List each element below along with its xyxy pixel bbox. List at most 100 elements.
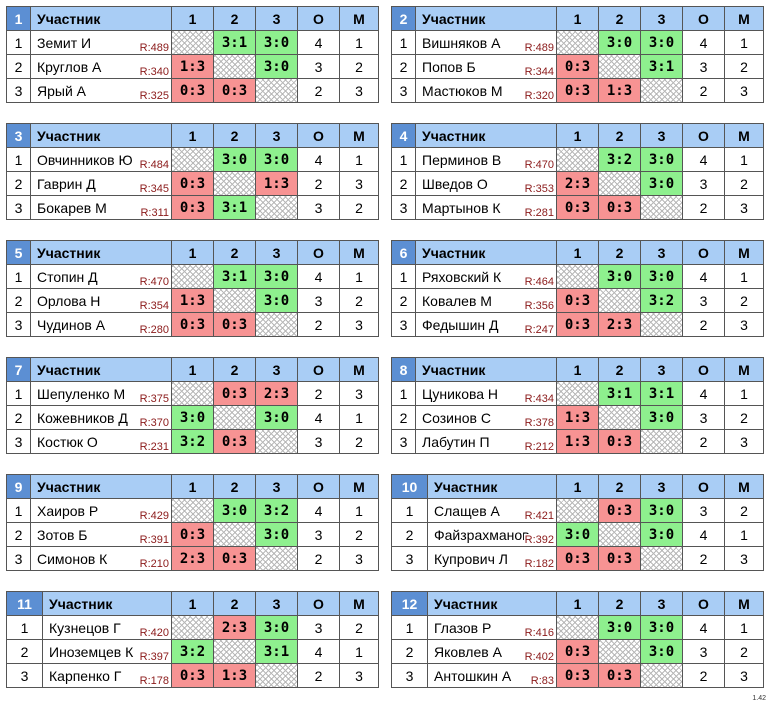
participant-cell: Круглов А R:340	[30, 54, 172, 79]
group-number: 1	[6, 6, 31, 31]
participant-name: Мастюков М	[422, 82, 503, 99]
points-value: 3	[297, 195, 340, 220]
participant-cell: Антошкин А R:83	[427, 663, 557, 688]
match-score: 3:1	[640, 54, 683, 79]
points-value: 2	[682, 78, 725, 103]
self-match-cell	[598, 405, 641, 430]
group-table-8: 8 Участник 1 2 3 О М 1 Цуникова Н R:434 3:1 3:1 4 1 2 С…	[391, 357, 764, 454]
participant-cell: Вишняков А R:489	[415, 30, 557, 55]
match-score: 0:3	[556, 546, 599, 571]
self-match-cell	[640, 663, 683, 688]
place-value: 1	[339, 147, 379, 172]
group-table-11: 11 Участник 1 2 3 О М 1 Кузнецов Г R:420 2:3 3:0 3 2 2…	[6, 591, 379, 688]
place-value: 3	[724, 429, 764, 454]
self-match-cell	[213, 288, 256, 313]
self-match-cell	[255, 78, 298, 103]
opponent-col-header: 1	[171, 591, 214, 616]
participant-name: Хаиров Р	[37, 502, 99, 519]
participant-name: Чудинов А	[37, 316, 106, 333]
group-number: 11	[6, 591, 43, 616]
table-row: 1 Хаиров Р R:429 3:0 3:2 4 1	[6, 498, 379, 523]
participant-name: Круглов А	[37, 58, 102, 75]
place-value: 3	[339, 663, 379, 688]
points-value: 3	[297, 522, 340, 547]
self-match-cell	[640, 195, 683, 220]
table-row: 3 Симонов К R:210 2:3 0:3 2 3	[6, 546, 379, 571]
points-value: 3	[682, 405, 725, 430]
participant-cell: Карпенко Г R:178	[42, 663, 172, 688]
self-match-cell	[640, 546, 683, 571]
participant-header: Участник	[30, 123, 172, 148]
opponent-col-header: 3	[255, 591, 298, 616]
self-match-cell	[171, 264, 214, 289]
participant-rating: R:391	[138, 534, 169, 546]
participant-cell: Ярый А R:325	[30, 78, 172, 103]
participant-name: Земит И	[37, 34, 92, 51]
place-value: 2	[339, 195, 379, 220]
seed-number: 2	[6, 522, 31, 547]
points-header: О	[297, 123, 340, 148]
self-match-cell	[640, 429, 683, 454]
match-score: 3:0	[598, 264, 641, 289]
match-score: 3:0	[640, 264, 683, 289]
points-header: О	[682, 474, 725, 499]
participant-cell: Федышин Д R:247	[415, 312, 557, 337]
place-header: М	[724, 474, 764, 499]
points-value: 4	[297, 147, 340, 172]
opponent-col-header: 1	[171, 6, 214, 31]
place-value: 2	[724, 288, 764, 313]
participant-header: Участник	[415, 357, 557, 382]
table-row: 1 Слащев А R:421 0:3 3:0 3 2	[391, 498, 764, 523]
self-match-cell	[213, 405, 256, 430]
table-row: 3 Чудинов А R:280 0:3 0:3 2 3	[6, 312, 379, 337]
seed-number: 1	[391, 264, 416, 289]
self-match-cell	[255, 429, 298, 454]
participant-cell: Гаврин Д R:345	[30, 171, 172, 196]
seed-number: 2	[391, 171, 416, 196]
opponent-col-header: 3	[255, 6, 298, 31]
seed-number: 1	[391, 615, 428, 640]
opponent-col-header: 1	[171, 123, 214, 148]
match-score: 3:2	[171, 639, 214, 664]
match-score: 1:3	[556, 429, 599, 454]
participant-rating: R:397	[138, 651, 169, 663]
match-score: 0:3	[171, 522, 214, 547]
points-value: 2	[682, 546, 725, 571]
participant-rating: R:434	[523, 393, 554, 405]
participant-cell: Глазов Р R:416	[427, 615, 557, 640]
seed-number: 2	[6, 288, 31, 313]
participant-name: Ковалев М	[422, 292, 492, 309]
match-score: 3:0	[255, 30, 298, 55]
group-number: 3	[6, 123, 31, 148]
place-header: М	[724, 6, 764, 31]
match-score: 1:3	[171, 288, 214, 313]
participant-cell: Ряховский К R:464	[415, 264, 557, 289]
match-score: 0:3	[213, 312, 256, 337]
self-match-cell	[213, 171, 256, 196]
participant-name: Зотов Б	[37, 526, 88, 543]
match-score: 0:3	[556, 639, 599, 664]
match-score: 1:3	[556, 405, 599, 430]
place-header: М	[724, 240, 764, 265]
participant-rating: R:484	[138, 159, 169, 171]
seed-number: 3	[6, 312, 31, 337]
match-score: 3:1	[640, 381, 683, 406]
place-value: 2	[724, 639, 764, 664]
participant-name: Купрович Л	[434, 550, 508, 567]
participant-header: Участник	[415, 123, 557, 148]
table-row: 3 Костюк О R:231 3:2 0:3 3 2	[6, 429, 379, 454]
table-row: 3 Мастюков М R:320 0:3 1:3 2 3	[391, 78, 764, 103]
place-header: М	[339, 357, 379, 382]
points-header: О	[682, 591, 725, 616]
participant-rating: R:356	[523, 300, 554, 312]
opponent-col-header: 1	[171, 240, 214, 265]
match-score: 3:0	[640, 522, 683, 547]
points-value: 4	[682, 147, 725, 172]
place-value: 3	[339, 171, 379, 196]
seed-number: 3	[6, 663, 43, 688]
place-value: 2	[339, 54, 379, 79]
place-value: 1	[339, 30, 379, 55]
opponent-col-header: 1	[171, 357, 214, 382]
points-value: 4	[682, 615, 725, 640]
seed-number: 2	[391, 522, 428, 547]
